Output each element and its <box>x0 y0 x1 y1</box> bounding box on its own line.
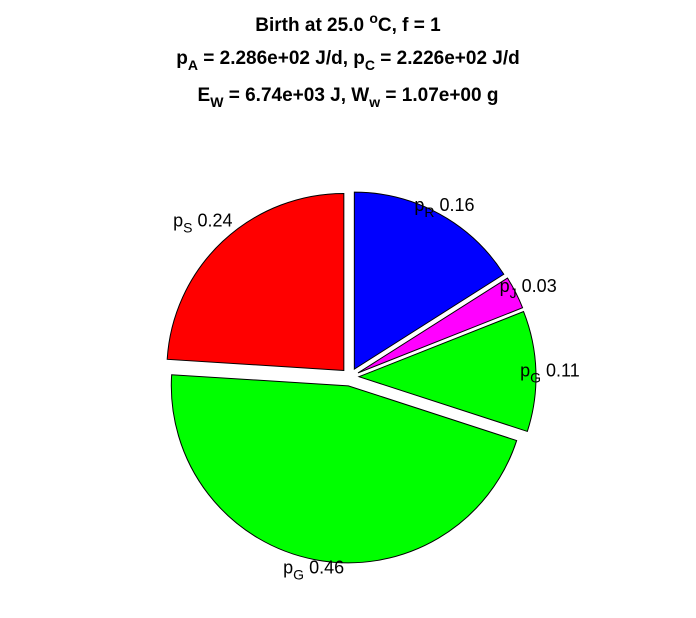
pie-slices <box>166 191 537 564</box>
pie-label-pS-4: pS 0.24 <box>173 210 232 235</box>
pie-label-pG-3: pG 0.46 <box>283 558 344 583</box>
pie-slice-pR-0 <box>353 191 505 371</box>
pie-slice-pG-2 <box>357 310 537 433</box>
chart-title: Birth at 25.0 oC, f = 1 pA = 2.286e+02 J… <box>176 10 520 110</box>
title-line-3: EW = 6.74e+03 J, Ww = 1.07e+00 g <box>198 85 499 110</box>
pie-slice-pJ-1 <box>357 277 524 374</box>
pie-label-pJ-1: pJ 0.03 <box>500 276 557 301</box>
pie-label-pG-2: pG 0.11 <box>520 361 580 386</box>
title-line-1: Birth at 25.0 oC, f = 1 <box>255 10 441 36</box>
pie-slice-pS-4 <box>166 192 345 371</box>
title-line-2: pA = 2.286e+02 J/d, pC = 2.226e+02 J/d <box>176 48 520 73</box>
pie-slice-pG-3 <box>170 374 518 564</box>
pie-label-pR-0: pR 0.16 <box>414 195 474 220</box>
pie-labels: pR 0.16 pJ 0.03 pG 0.11 pG 0.46 pS 0.24 <box>173 195 580 582</box>
